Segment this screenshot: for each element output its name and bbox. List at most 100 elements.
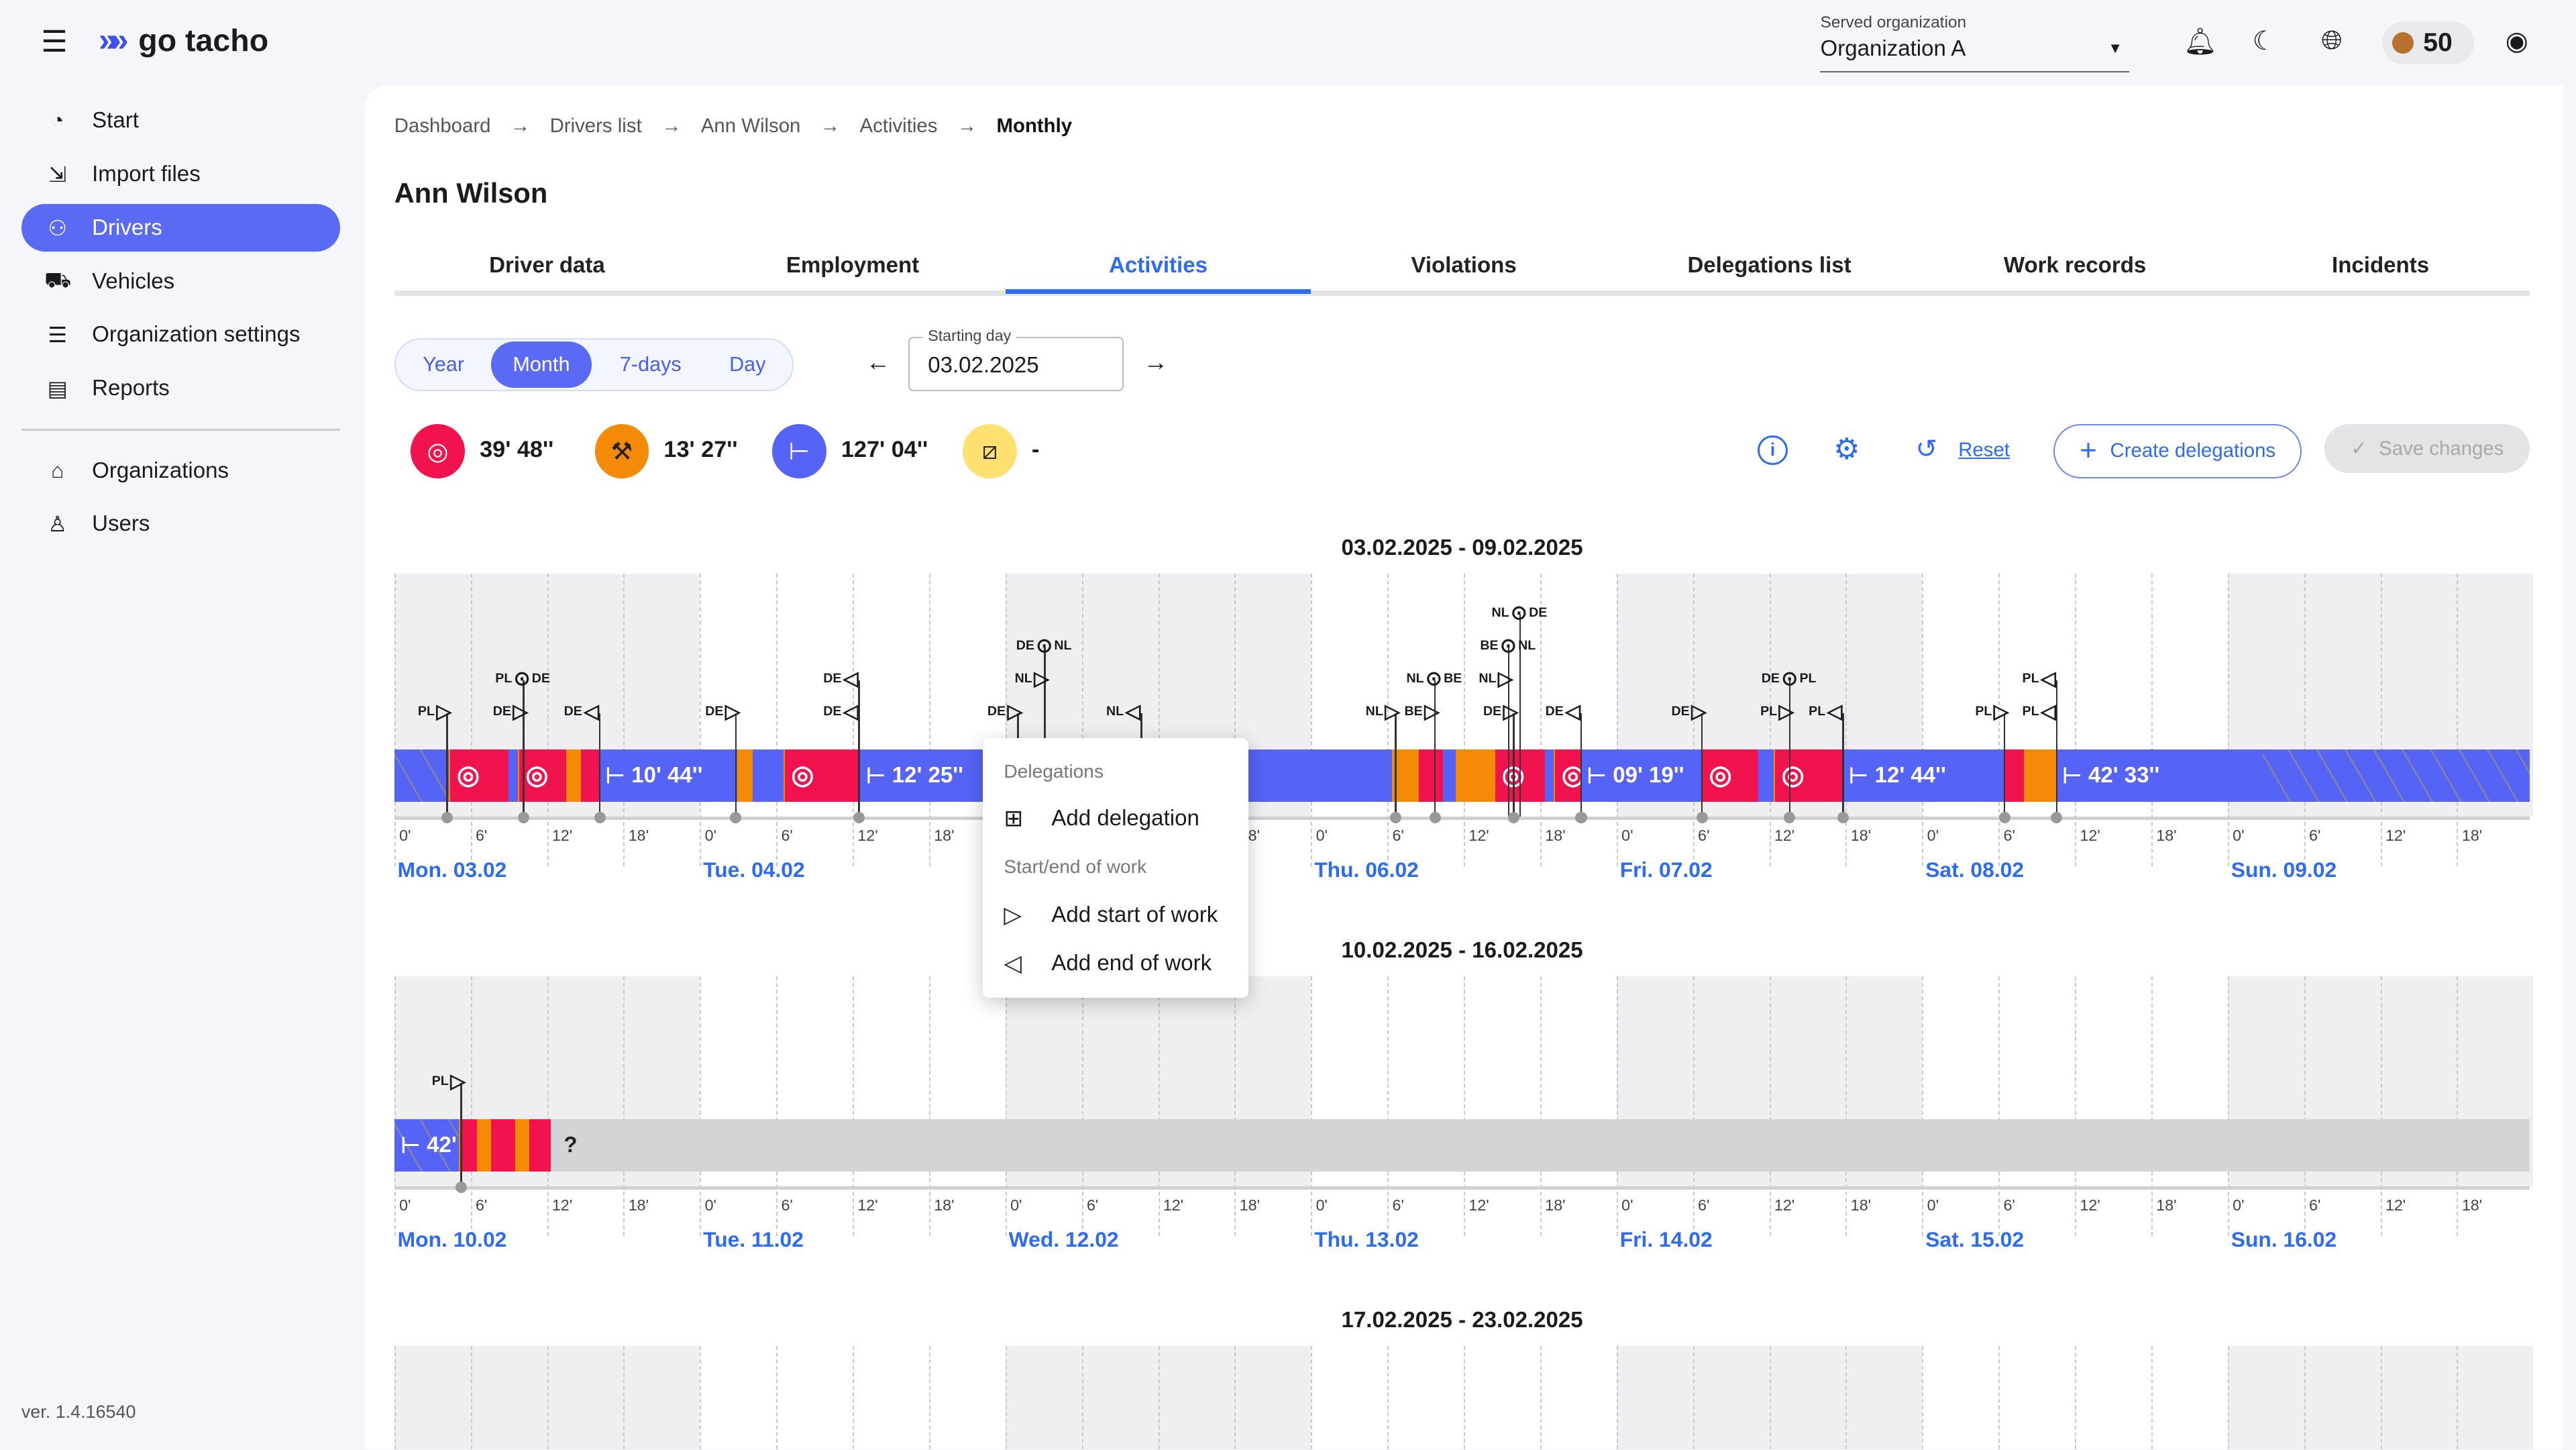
org-select[interactable]: Organization A ▼ bbox=[1820, 36, 2129, 72]
rest-segment[interactable] bbox=[1544, 749, 1554, 802]
day-label[interactable]: Mon. 10.02 bbox=[397, 1227, 507, 1252]
marker-dot[interactable] bbox=[455, 1181, 468, 1193]
driving-segment[interactable] bbox=[489, 1119, 515, 1172]
range-option-month[interactable]: Month bbox=[491, 342, 592, 388]
tab-employment[interactable]: Employment bbox=[786, 253, 920, 278]
breadcrumb-item[interactable]: Ann Wilson bbox=[700, 115, 801, 138]
day-label[interactable]: Sun. 09.02 bbox=[2231, 858, 2337, 882]
marker-dot[interactable] bbox=[1508, 811, 1520, 823]
marker-dot[interactable] bbox=[1389, 811, 1401, 823]
hamburger-menu-icon[interactable]: ☰ bbox=[41, 25, 68, 58]
breadcrumb-item[interactable]: Activities bbox=[859, 115, 938, 138]
sidebar-item-users[interactable]: ♙ Users bbox=[21, 501, 340, 548]
prev-arrow-icon[interactable]: ← bbox=[865, 348, 891, 376]
day-label[interactable]: Fri. 07.02 bbox=[1619, 858, 1713, 882]
start-marker[interactable]: DE ▷ bbox=[987, 700, 1022, 723]
border-marker[interactable]: DE ⊙ PL bbox=[1762, 667, 1817, 690]
tab-work-records[interactable]: Work records bbox=[2003, 253, 2147, 278]
driving-segment[interactable] bbox=[580, 749, 599, 802]
tab-delegations-list[interactable]: Delegations list bbox=[1687, 253, 1851, 278]
start-marker[interactable]: BE ▷ bbox=[1405, 700, 1440, 723]
day-label[interactable]: Thu. 13.02 bbox=[1314, 1227, 1419, 1252]
work-segment[interactable] bbox=[566, 749, 580, 802]
day-label[interactable]: Mon. 03.02 bbox=[397, 858, 507, 882]
rest-segment[interactable]: ⊢ 09' 19'' bbox=[1580, 749, 1701, 802]
sidebar-item-drivers[interactable]: ⚇ Drivers bbox=[21, 204, 340, 252]
add-start-item[interactable]: ▷ Add start of work bbox=[1004, 902, 1218, 929]
driving-segment[interactable]: ◎ bbox=[1701, 749, 1759, 802]
rest-segment[interactable] bbox=[1443, 749, 1456, 802]
sidebar-item-organizations[interactable]: ⌂ Organizations bbox=[21, 447, 340, 495]
account-icon[interactable]: ◉ bbox=[2505, 27, 2528, 56]
sidebar-item-reports[interactable]: ▤ Reports bbox=[21, 365, 340, 413]
work-segment[interactable] bbox=[1392, 749, 1418, 802]
day-label[interactable]: Fri. 14.02 bbox=[1619, 1227, 1713, 1252]
start-marker[interactable]: NL ▷ bbox=[1015, 667, 1049, 690]
marker-dot[interactable] bbox=[1429, 811, 1441, 823]
save-changes-button[interactable]: ✓ Save changes bbox=[2324, 423, 2530, 474]
end-marker[interactable]: DE ◁ bbox=[1546, 700, 1580, 723]
day-label[interactable]: Tue. 04.02 bbox=[703, 858, 805, 882]
day-label[interactable]: Sat. 08.02 bbox=[1925, 858, 2025, 882]
day-label[interactable]: Wed. 12.02 bbox=[1008, 1227, 1119, 1252]
coins-badge[interactable]: 50 bbox=[2382, 21, 2475, 64]
rest-segment[interactable] bbox=[508, 749, 518, 802]
starting-day-input[interactable]: Starting day 03.02.2025 bbox=[908, 326, 1124, 391]
marker-dot[interactable] bbox=[1575, 811, 1587, 823]
driving-segment[interactable]: ◎ bbox=[783, 749, 860, 802]
day-label[interactable]: Sat. 15.02 bbox=[1925, 1227, 2025, 1252]
reset-button[interactable]: Reset bbox=[1958, 438, 2010, 461]
marker-dot[interactable] bbox=[441, 811, 453, 823]
driving-segment[interactable]: ◎ bbox=[1554, 749, 1580, 802]
driving-segment[interactable] bbox=[1417, 749, 1444, 802]
end-marker[interactable]: DE ◁ bbox=[564, 700, 599, 723]
sidebar-item-start[interactable]: ◔ Start bbox=[21, 97, 340, 144]
end-marker[interactable]: PL ◁ bbox=[1809, 700, 1842, 723]
rest-segment[interactable]: ⊢ 42' 33'' bbox=[394, 1119, 460, 1172]
driving-segment[interactable]: ◎ bbox=[1773, 749, 1843, 802]
driving-segment[interactable]: ◎ bbox=[517, 749, 566, 802]
create-delegations-button[interactable]: + Create delegations bbox=[2053, 423, 2302, 478]
add-end-item[interactable]: ◁ Add end of work bbox=[1004, 950, 1212, 977]
tab-driver-data[interactable]: Driver data bbox=[489, 253, 605, 278]
moon-icon[interactable]: ☾ bbox=[2252, 27, 2276, 56]
rest-segment[interactable] bbox=[2263, 749, 2530, 802]
start-marker[interactable]: PL ▷ bbox=[1760, 700, 1794, 723]
breadcrumb-item[interactable]: Dashboard bbox=[394, 115, 491, 138]
end-marker[interactable]: PL ◁ bbox=[2023, 700, 2056, 723]
start-marker[interactable]: PL ▷ bbox=[432, 1070, 466, 1093]
next-arrow-icon[interactable]: → bbox=[1143, 348, 1169, 376]
bell-icon[interactable]: 🔔︎ bbox=[2183, 28, 2217, 57]
marker-dot[interactable] bbox=[1837, 811, 1849, 823]
rest-segment[interactable] bbox=[394, 749, 449, 802]
work-segment[interactable] bbox=[476, 1119, 490, 1172]
border-marker[interactable]: NL ⊙ BE bbox=[1407, 667, 1462, 690]
driving-segment[interactable]: ◎ bbox=[449, 749, 509, 802]
marker-dot[interactable] bbox=[1998, 811, 2010, 823]
marker-dot[interactable] bbox=[2051, 811, 2063, 823]
start-marker[interactable]: PL ▷ bbox=[1975, 700, 2008, 723]
range-option-7-days[interactable]: 7-days bbox=[619, 353, 682, 376]
unknown-segment[interactable]: ? bbox=[550, 1119, 2530, 1172]
work-segment[interactable] bbox=[1456, 749, 1494, 802]
driving-segment[interactable] bbox=[2003, 749, 2025, 802]
tab-activities[interactable]: Activities bbox=[1109, 253, 1208, 278]
rest-segment[interactable] bbox=[1758, 749, 1774, 802]
info-icon[interactable]: i bbox=[1758, 435, 1788, 466]
marker-dot[interactable] bbox=[730, 811, 742, 823]
marker-dot[interactable] bbox=[1696, 811, 1708, 823]
sidebar-item-import-files[interactable]: ⇲ Import files bbox=[21, 150, 340, 198]
range-option-day[interactable]: Day bbox=[729, 353, 766, 376]
start-marker[interactable]: DE ▷ bbox=[705, 700, 740, 723]
work-segment[interactable] bbox=[2024, 749, 2056, 802]
marker-dot[interactable] bbox=[853, 811, 865, 823]
tab-violations[interactable]: Violations bbox=[1411, 253, 1517, 278]
start-marker[interactable]: PL ▷ bbox=[418, 700, 451, 723]
day-label[interactable]: Tue. 11.02 bbox=[703, 1227, 804, 1252]
sidebar-item-vehicles[interactable]: ⛟ Vehicles bbox=[21, 258, 340, 305]
day-label[interactable]: Sun. 16.02 bbox=[2231, 1227, 2337, 1252]
border-marker[interactable]: BE ⊙ NL bbox=[1480, 634, 1536, 658]
end-marker[interactable]: DE ◁ bbox=[823, 700, 858, 723]
settings-gear-icon[interactable]: ⚙ bbox=[1833, 433, 1860, 466]
logo[interactable]: »» go tacho bbox=[99, 21, 268, 59]
